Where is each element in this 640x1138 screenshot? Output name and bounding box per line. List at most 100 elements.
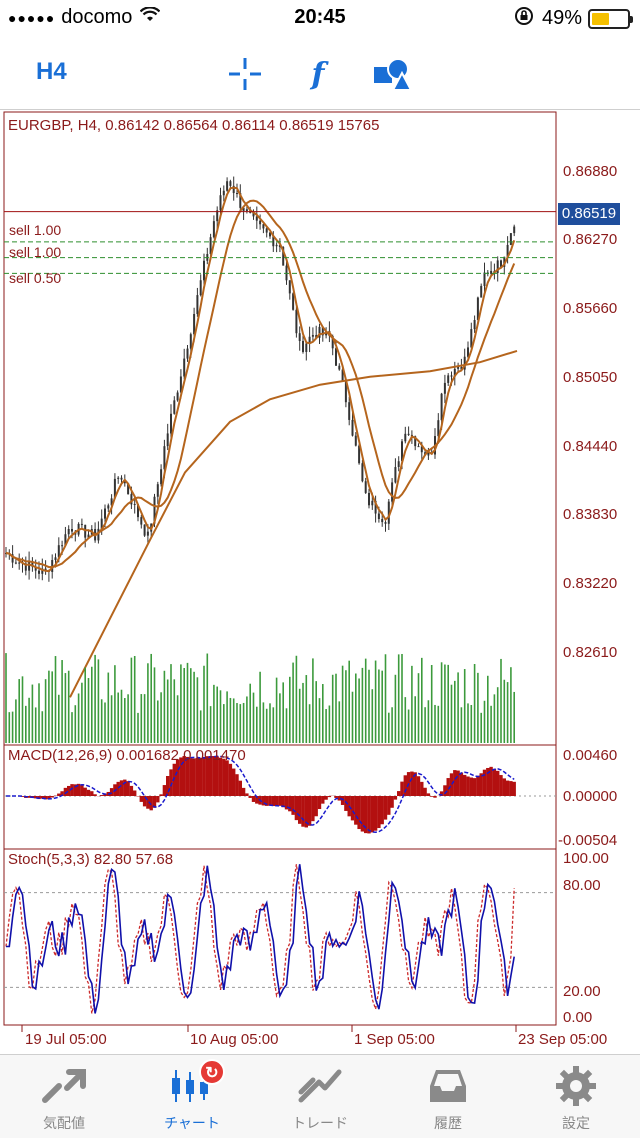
macd-bar — [344, 796, 348, 811]
candle-body — [130, 494, 133, 505]
stoch-axis-label: 20.00 — [563, 983, 601, 1000]
candle-body — [31, 561, 34, 567]
refresh-badge: ↻ — [199, 1059, 225, 1085]
stoch-axis-label: 100.00 — [563, 850, 609, 867]
macd-bar — [123, 779, 127, 796]
battery-icon — [588, 8, 633, 29]
ma-slow-line — [5, 199, 516, 569]
battery-fill — [592, 12, 609, 25]
macd-bar — [284, 796, 289, 810]
macd-bar — [463, 774, 467, 796]
candle-body — [189, 334, 192, 349]
macd-bar — [380, 796, 384, 825]
candle-body — [199, 280, 202, 296]
tab-history[interactable]: 履歴 — [384, 1055, 512, 1138]
macd-bar — [212, 756, 216, 796]
candle-body — [170, 413, 172, 434]
macd-bar — [90, 791, 94, 796]
timeframe-button[interactable]: H4 — [36, 58, 67, 85]
macd-bar — [166, 776, 170, 796]
crosshair-icon[interactable] — [225, 54, 265, 94]
macd-info-line: MACD(12,26,9) 0.001682 0.001470 — [8, 747, 246, 764]
candle-body — [295, 309, 298, 334]
order-label[interactable]: sell 0.50 — [9, 270, 62, 286]
tab-label: 履歴 — [434, 1115, 462, 1131]
stoch-signal-line — [5, 864, 515, 1014]
macd-bar — [387, 796, 391, 815]
candle-body — [470, 329, 473, 348]
tab-label: 気配値 — [43, 1115, 85, 1131]
candle-body — [298, 333, 301, 341]
time-axis-label: 1 Sep 05:00 — [354, 1031, 435, 1048]
candle-body — [212, 221, 215, 238]
candle-body — [391, 482, 394, 502]
tab-chart[interactable]: ↻ チャート — [128, 1055, 256, 1138]
candle-body — [443, 382, 446, 394]
price-chart[interactable]: EURGBP, H4, 0.86142 0.86564 0.86114 0.86… — [0, 110, 640, 1054]
macd-bar — [311, 796, 315, 822]
tab-settings[interactable]: 設定 — [512, 1055, 640, 1138]
candle-body — [450, 375, 453, 377]
macd-bar — [241, 787, 246, 796]
macd-bar — [142, 796, 147, 807]
candle-body — [127, 483, 130, 495]
macd-bar — [261, 796, 266, 806]
tab-label: チャート — [164, 1115, 220, 1131]
macd-bar — [73, 784, 77, 796]
objects-icon[interactable] — [372, 54, 412, 94]
candle-body — [513, 226, 516, 234]
order-label[interactable]: sell 1.00 — [9, 222, 62, 238]
carrier-name: docomo — [61, 6, 133, 28]
main-pane-frame — [3, 111, 557, 746]
candle-body — [232, 185, 235, 194]
macd-bar — [20, 796, 25, 797]
macd-bar — [403, 775, 407, 796]
status-bar: ●●●●● docomo 20:45 49% — [0, 0, 640, 36]
macd-bar — [222, 758, 226, 796]
macd-bar — [278, 796, 282, 806]
candle-body — [146, 531, 149, 536]
candle-body — [173, 400, 176, 414]
macd-bar — [238, 780, 242, 796]
candle-body — [348, 402, 351, 420]
candle-body — [123, 479, 126, 484]
battery-percentage: 49% — [541, 7, 582, 29]
candle-body — [67, 528, 70, 535]
macd-bar — [393, 796, 398, 800]
macd-bar — [367, 796, 371, 834]
price-axis-label: 0.83830 — [563, 506, 618, 523]
macd-bar — [354, 796, 358, 825]
current-price-tag: 0.86519 — [558, 203, 620, 225]
chart-canvas[interactable] — [0, 110, 640, 1054]
macd-bar — [195, 757, 200, 796]
macd-bar — [301, 796, 305, 827]
macd-bar — [245, 793, 249, 796]
candle-body — [437, 420, 440, 437]
tab-quotes[interactable]: 気配値 — [0, 1055, 128, 1138]
candle-body — [113, 478, 116, 499]
candle-body — [467, 347, 469, 357]
macd-bar — [169, 769, 173, 796]
macd-bar — [86, 789, 91, 796]
macd-signal-line — [6, 755, 515, 834]
candle-body — [384, 522, 387, 524]
trade-icon — [293, 1063, 347, 1109]
macd-bar — [298, 796, 302, 824]
macd-bar — [255, 796, 259, 804]
macd-bar — [129, 785, 134, 796]
macd-bar — [179, 757, 183, 796]
tab-label: トレード — [292, 1115, 348, 1131]
macd-bar — [116, 781, 120, 796]
chart-icon: ↻ — [165, 1059, 225, 1109]
macd-bar — [251, 796, 256, 802]
indicators-icon[interactable]: f — [311, 56, 325, 92]
macd-bar — [126, 781, 130, 796]
macd-bar — [433, 796, 437, 798]
macd-bar — [27, 796, 31, 798]
macd-axis-label: -0.00504 — [558, 832, 618, 849]
tab-trade[interactable]: トレード — [256, 1055, 384, 1138]
order-label[interactable]: sell 1.00 — [9, 244, 62, 260]
macd-bar — [271, 796, 275, 807]
candle-body — [160, 469, 163, 485]
macd-bar — [476, 775, 480, 796]
